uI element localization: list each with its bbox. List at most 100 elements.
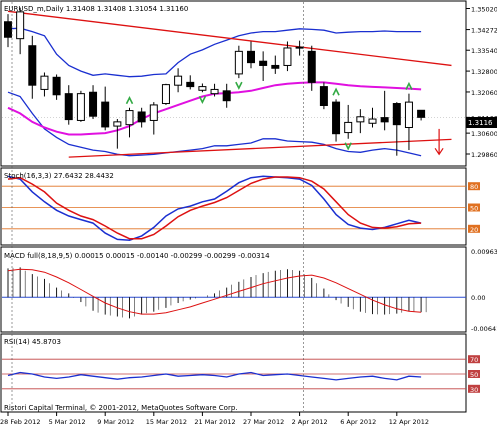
macd-panel: 0.00963 0.00 -0.00641 MACD full(8,18,9,5) … (0, 246, 497, 333)
date-label: 6 Apr 2012 (340, 418, 376, 426)
up-signal-arrow (332, 87, 340, 96)
bearish-candle (186, 81, 195, 88)
trend-line (68, 138, 452, 158)
date-label: 9 Mar 2012 (97, 418, 134, 426)
rsi-level-label: 70 (470, 356, 478, 364)
macd-panel-frame (0, 246, 467, 333)
bearish-candle (28, 45, 37, 86)
bearish-candle (89, 91, 98, 117)
upper-band-line (7, 27, 422, 78)
rsi-level-label: 50 (470, 371, 478, 379)
bullish-candle (198, 86, 207, 91)
rsi-panel-frame (0, 333, 467, 413)
macd-tick-label: 0.00963 (471, 248, 497, 256)
bearish-candle (307, 50, 316, 83)
stochastic-level-badge (468, 182, 480, 191)
macd-signal-line (7, 268, 422, 315)
bullish-candle (16, 11, 25, 40)
bullish-candle (210, 88, 219, 95)
rsi-level-label: 30 (470, 386, 478, 394)
date-label: 15 Mar 2012 (146, 418, 187, 426)
rsi-level-badge (468, 370, 480, 378)
bullish-candle (113, 121, 122, 127)
price-tick-label: 1.33540 (471, 47, 497, 55)
candlesticks (4, 7, 444, 156)
bullish-candle (404, 101, 413, 128)
down-signal-arrow (198, 95, 207, 105)
date-label: 12 Apr 2012 (389, 418, 429, 426)
stochastic-panel-frame (0, 167, 467, 246)
current-price-marker (466, 117, 497, 128)
bearish-candle (137, 111, 146, 123)
bullish-candle (174, 75, 183, 86)
stochastic-main-line (7, 175, 422, 241)
bearish-candle (295, 46, 304, 49)
date-label: 21 Mar 2012 (194, 418, 235, 426)
bullish-candle (344, 121, 353, 134)
bearish-candle (247, 50, 255, 64)
bearish-candle (271, 64, 280, 69)
bullish-candle (40, 75, 49, 90)
bearish-candle (52, 76, 61, 96)
bullish-candle (368, 118, 377, 124)
lower-band-line (7, 91, 422, 157)
macd-tick-label: -0.00641 (471, 325, 497, 333)
stochastic-level-label: 20 (470, 226, 478, 234)
price-tick-label: 1.29860 (471, 151, 497, 159)
rsi-line (7, 371, 422, 381)
bearish-candle (101, 101, 110, 128)
down-signal-arrow (235, 81, 243, 90)
symbol-label: EURUSD_m,Daily 1.31408 1.31408 1.31054 1… (4, 5, 188, 13)
date-label: 27 Mar 2012 (243, 418, 284, 426)
price-tick-label: 1.30600 (471, 130, 497, 138)
bearish-candle (319, 86, 328, 106)
rsi-levels: 70 50 30 (2, 355, 480, 394)
price-tick-label: 1.35020 (471, 5, 497, 13)
signal-arrows (125, 81, 413, 151)
bullish-candle (125, 110, 134, 126)
current-price-label: 1.3116 (468, 119, 493, 127)
bullish-candle (76, 93, 85, 121)
up-signal-arrow (405, 81, 413, 91)
stochastic-panel: 80 50 20 Stoch(16,3,3) 27.6432 28.4432 (0, 167, 480, 246)
macd-tick-label: 0.00 (471, 294, 485, 302)
bearish-candle (380, 117, 389, 123)
bearish-candle (392, 103, 401, 126)
macd-signal-polyline (7, 268, 422, 315)
date-label: 5 Mar 2012 (49, 418, 86, 426)
macd-histogram (7, 267, 427, 319)
copyright-footer: Ristori Capital Terminal, © 2001-2012, M… (4, 404, 238, 412)
macd-axis-ticks: 0.00963 0.00 -0.00641 (2, 248, 497, 333)
stochastic-label: Stoch(16,3,3) 27.6432 28.4432 (4, 172, 114, 180)
stochastic-lines (7, 175, 422, 241)
stochastic-level-label: 80 (470, 183, 478, 191)
price-tick-label: 1.32800 (471, 68, 497, 76)
date-label: 28 Feb 2012 (0, 418, 40, 426)
up-signal-arrow (125, 95, 134, 105)
bearish-candle (259, 60, 268, 66)
price-tick-label: 1.34272 (471, 27, 497, 35)
bullish-candle (161, 84, 170, 105)
price-tick-label: 1.32060 (471, 89, 497, 97)
period-separators (11, 2, 304, 411)
price-panel: 1.35020 1.34272 1.33540 1.32800 1.32060 1.311… (0, 0, 497, 167)
bearish-candle (222, 90, 231, 102)
price-panel-frame (0, 0, 467, 167)
rsi-polyline (7, 371, 422, 381)
bullish-candle (283, 47, 292, 66)
rsi-panel: 70 50 30 RSI(14) 45.8703 Ristori Capital T… (0, 333, 480, 413)
date-axis: 28 Feb 2012 5 Mar 2012 9 Mar 2012 15 Mar 20… (0, 412, 429, 426)
date-label: 2 Apr 2012 (292, 418, 328, 426)
stochastic-level-badge (468, 224, 480, 233)
rsi-label: RSI(14) 45.8703 (4, 338, 61, 346)
trend-lines (7, 10, 452, 158)
bearish-candle (332, 101, 341, 135)
trend-line (7, 10, 452, 67)
bullish-candle (149, 104, 158, 121)
stochastic-signal-line (7, 176, 422, 240)
forecast-arrow-head (434, 147, 444, 156)
rsi-level-badge (468, 384, 480, 393)
stochastic-level-badge (468, 203, 480, 212)
